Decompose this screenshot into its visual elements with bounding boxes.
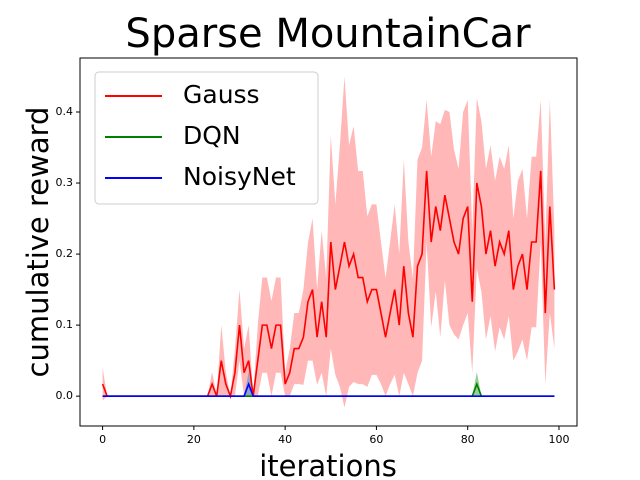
series-line bbox=[102, 381, 555, 397]
chart-title: Sparse MountainCar bbox=[125, 11, 531, 57]
plot-frame bbox=[79, 57, 578, 427]
error-band bbox=[102, 372, 555, 397]
y-tick-label: 0.0 bbox=[56, 389, 74, 402]
series-line bbox=[102, 381, 555, 397]
x-tick-label: 0 bbox=[99, 433, 106, 446]
error-band bbox=[102, 372, 555, 397]
error-band bbox=[102, 76, 555, 408]
y-axis-label: cumulative reward bbox=[21, 107, 55, 378]
x-tick-label: 40 bbox=[278, 433, 292, 446]
x-tick-label: 100 bbox=[548, 433, 569, 446]
y-tick-label: 0.4 bbox=[56, 105, 74, 118]
y-tick-label: 0.2 bbox=[56, 247, 74, 260]
x-tick-label: 20 bbox=[187, 433, 201, 446]
legend-label: NoisyNet bbox=[183, 162, 296, 191]
x-tick-label: 80 bbox=[461, 433, 475, 446]
x-axis-label: iterations bbox=[259, 449, 397, 480]
y-tick-label: 0.1 bbox=[56, 318, 74, 331]
legend-box bbox=[94, 71, 319, 205]
x-tick-label: 60 bbox=[369, 433, 383, 446]
y-tick-label: 0.3 bbox=[56, 176, 74, 189]
legend-label: DQN bbox=[183, 121, 241, 150]
legend-label: Gauss bbox=[183, 80, 260, 109]
